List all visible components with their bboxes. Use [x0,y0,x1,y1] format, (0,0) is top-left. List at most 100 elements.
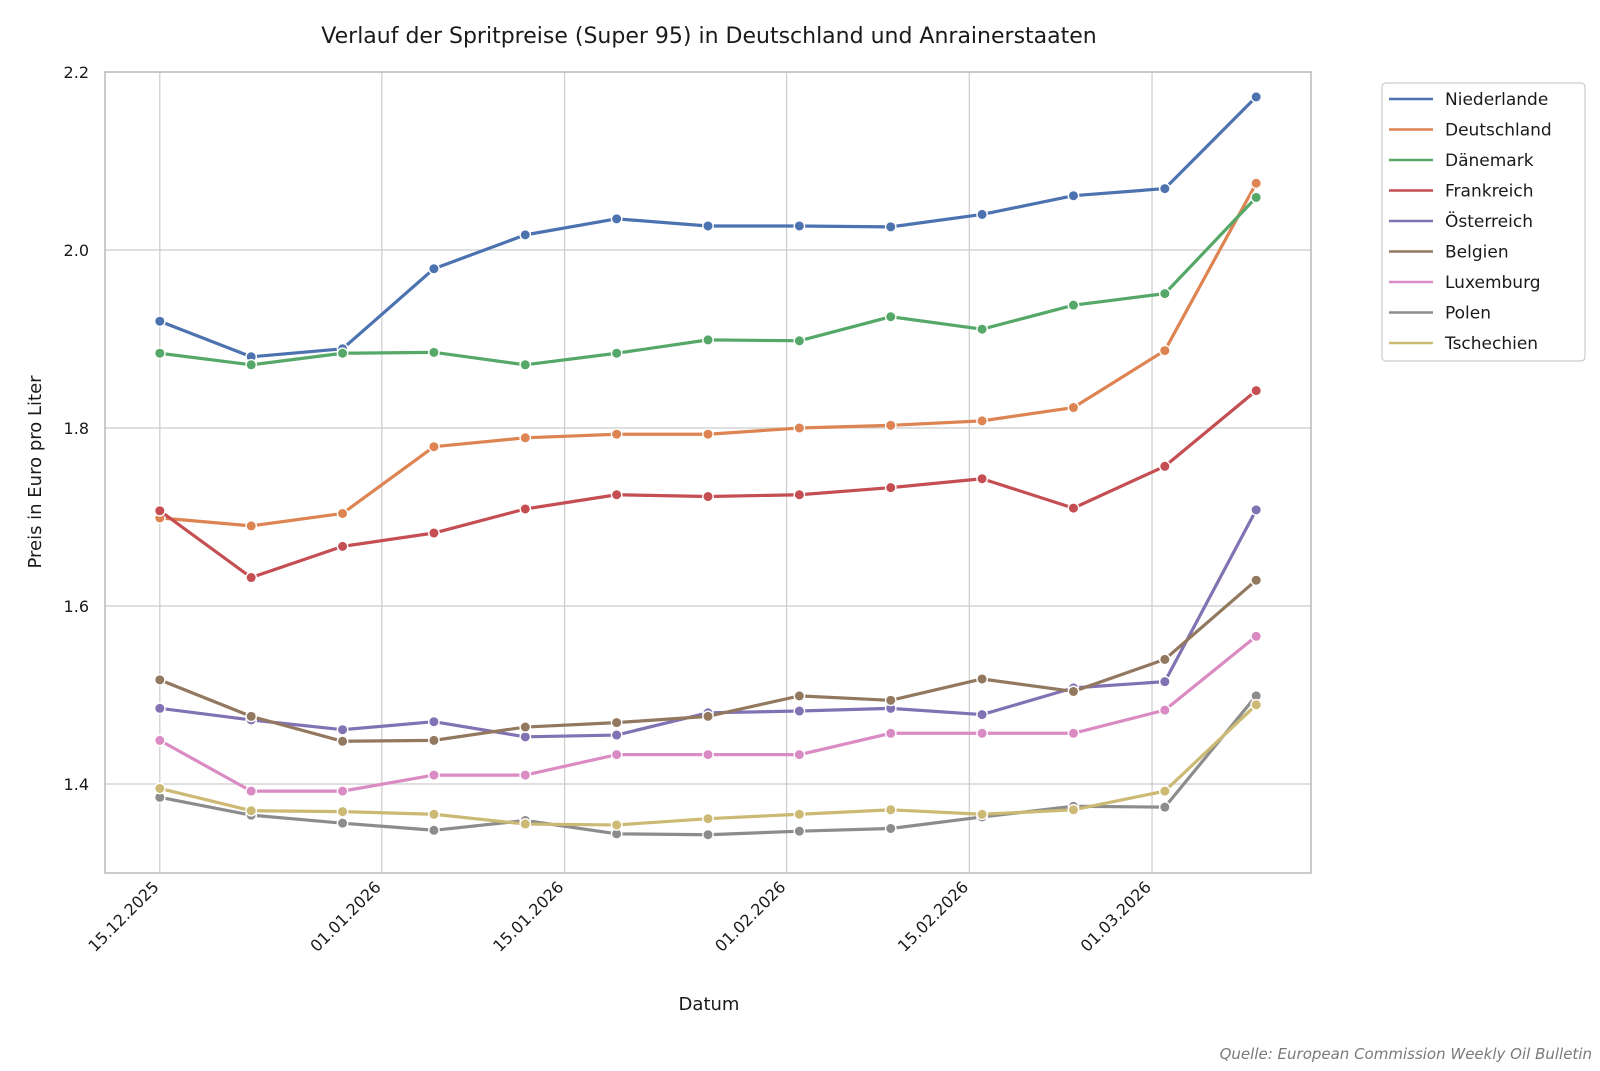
data-point [519,769,532,781]
data-point [336,805,349,818]
data-point [976,673,988,685]
data-point [610,748,623,761]
y-axis-ticks: 1.4 1.6 1.8 2.0 2.2 [64,63,89,794]
data-point [1158,653,1171,666]
data-point [884,220,897,233]
data-point [793,422,806,434]
data-point [1250,191,1263,204]
data-point [428,715,440,728]
data-point [976,808,988,821]
data-point [153,347,166,360]
data-point [976,727,988,740]
series-lines [153,91,1263,841]
data-point [1250,177,1263,190]
data-point [793,808,806,821]
data-point [428,440,440,453]
data-point [428,734,440,747]
y-axis-label: Preis in Euro pro Liter [25,375,46,569]
data-point [793,748,806,761]
data-point [428,527,440,539]
data-point [610,716,623,729]
y-tick-label: 1.6 [64,597,89,616]
data-point [610,428,623,441]
series-belgien [153,574,1263,748]
data-point [1067,685,1080,698]
data-point [610,347,623,360]
data-point [428,346,440,359]
data-point [1250,91,1263,103]
data-point [884,694,897,707]
data-point [336,723,349,736]
data-point [884,310,897,323]
data-point [1158,287,1171,300]
y-tick-label: 1.4 [64,775,89,794]
data-point [1250,698,1263,711]
data-point [519,730,532,743]
data-point [610,819,623,831]
data-point [1158,704,1171,717]
data-point [519,503,532,515]
data-point [793,334,806,347]
data-point [1067,401,1080,414]
data-point [428,808,440,821]
data-point [884,727,897,740]
data-point [428,769,440,781]
data-point [1067,727,1080,740]
legend: Niederlande Deutschland Dänemark Frankreich… [1381,82,1586,362]
data-point [1158,182,1171,195]
y-tick-label: 1.8 [64,419,89,438]
data-point [976,472,988,485]
legend-label: Deutschland [1445,121,1552,141]
data-point [1250,503,1263,516]
data-point [153,734,166,747]
data-point [702,490,714,503]
series-tschechien [153,698,1263,831]
data-point [153,702,166,715]
chart-title: Verlauf der Spritpreise (Super 95) in De… [321,24,1096,49]
data-point [245,520,258,532]
series-dänemark [153,191,1263,371]
data-point [336,347,349,360]
data-point [428,262,440,275]
data-point [245,804,258,817]
data-point [428,824,440,837]
data-point [336,540,349,553]
x-axis-label: Datum [679,994,740,1015]
data-point [976,208,988,221]
data-point [793,488,806,501]
series-deutschland [153,177,1263,532]
data-point [245,571,258,584]
legend-label: Belgien [1445,243,1509,263]
data-point [245,358,258,371]
data-point [884,822,897,835]
data-point [976,323,988,336]
data-point [610,488,623,501]
legend-label: Polen [1445,304,1491,324]
data-point [153,782,166,795]
y-tick-label: 2.2 [64,63,89,82]
data-point [793,689,806,702]
data-point [519,358,532,371]
legend-label: Niederlande [1445,90,1548,110]
data-point [1158,675,1171,688]
data-point [153,504,166,517]
data-point [1067,502,1080,514]
data-point [884,419,897,432]
data-point [702,828,714,841]
data-point [1250,574,1263,587]
data-point [336,735,349,748]
legend-label: Dänemark [1445,151,1534,171]
data-point [1067,189,1080,202]
data-point [519,431,532,444]
data-point [884,481,897,494]
data-point [702,428,714,441]
series-frankreich [153,384,1263,584]
data-point [1067,299,1080,312]
plot-area-frame [104,71,1312,874]
data-point [976,708,988,721]
data-point [702,710,714,723]
data-point [793,825,806,838]
data-point [245,785,258,798]
